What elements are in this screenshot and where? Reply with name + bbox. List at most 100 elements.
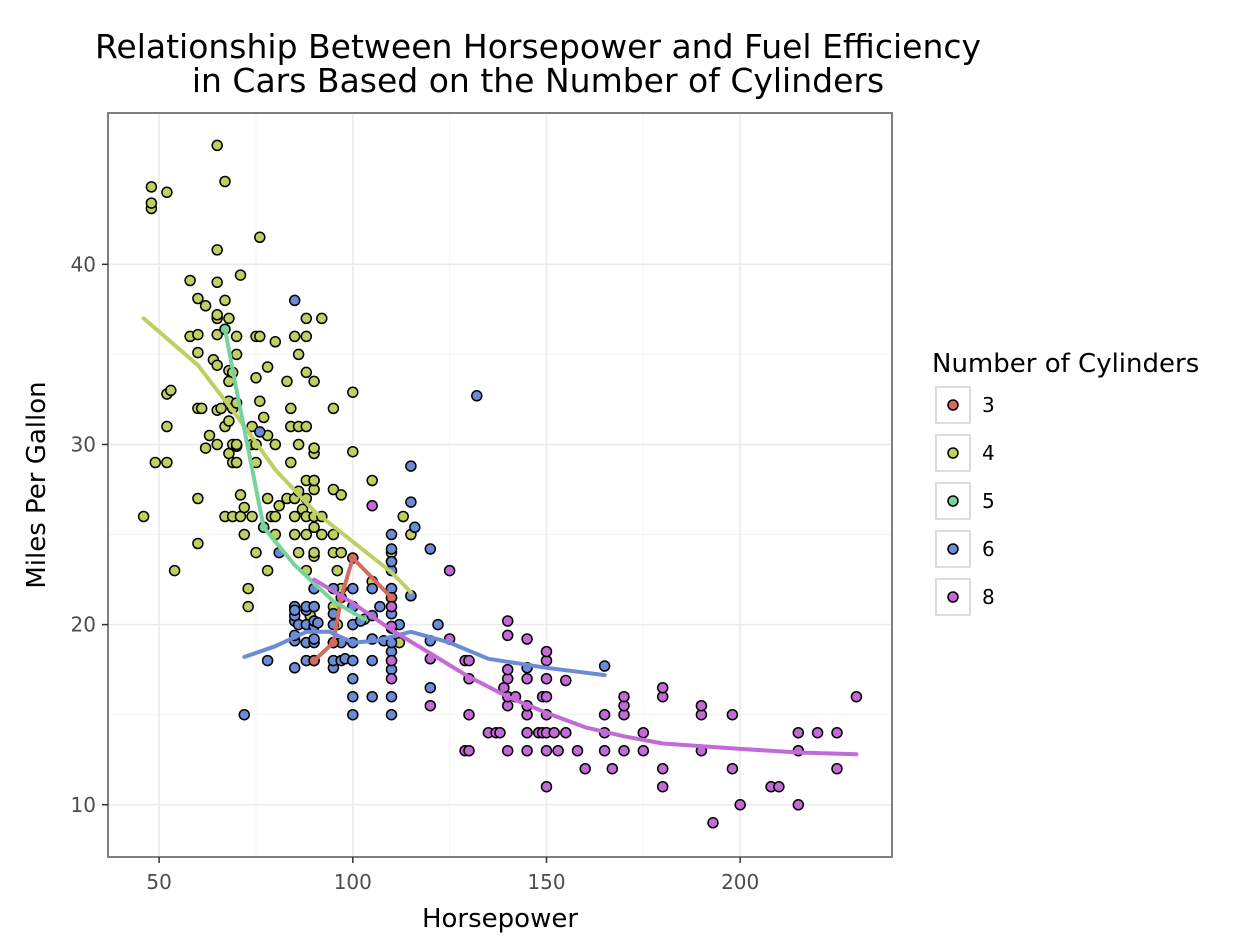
legend-label: 4	[982, 441, 995, 465]
data-point-cyl-8	[521, 726, 533, 739]
legend-item-cyl-8: 8	[935, 578, 995, 616]
data-point-cyl-8	[656, 762, 669, 775]
data-point-cyl-4	[254, 395, 266, 407]
data-point-cyl-4	[230, 348, 243, 361]
data-point-cyl-8	[792, 799, 805, 811]
data-point-cyl-6	[385, 555, 398, 568]
data-point-cyl-8	[552, 744, 564, 757]
data-point-cyl-4	[168, 564, 181, 577]
data-point-cyl-6	[347, 708, 359, 721]
data-point-cyl-4	[137, 510, 150, 523]
data-point-cyl-4	[300, 528, 313, 541]
panel-border	[107, 112, 893, 858]
data-point-cyl-4	[254, 231, 266, 244]
legend-item-cyl-6: 6	[935, 530, 995, 568]
data-point-cyl-4	[308, 546, 320, 559]
data-point-cyl-4	[161, 420, 173, 433]
trend-line-cyl-6	[242, 629, 607, 678]
smooth-layer	[141, 316, 859, 757]
data-point-cyl-4	[347, 386, 359, 398]
legend-items: 3 4 5 6 8	[935, 386, 995, 616]
data-point-cyl-4	[292, 438, 305, 451]
data-point-cyl-4	[327, 402, 340, 415]
data-point-cyl-4	[327, 528, 340, 541]
data-point-cyl-4	[145, 181, 158, 193]
data-point-cyl-4	[230, 330, 243, 343]
data-point-cyl-4	[308, 474, 320, 487]
legend-key-point	[947, 495, 959, 507]
data-point-cyl-8	[656, 780, 669, 793]
data-point-cyl-4	[192, 292, 204, 305]
points-layer	[137, 139, 863, 829]
data-point-cyl-4	[250, 546, 262, 559]
data-point-cyl-6	[308, 600, 320, 613]
data-point-cyl-6	[424, 681, 437, 694]
data-point-cyl-4	[300, 366, 313, 379]
data-point-cyl-6	[366, 582, 378, 595]
legend-key-point	[947, 543, 959, 555]
data-point-cyl-4	[261, 492, 274, 505]
data-point-cyl-4	[199, 442, 212, 454]
legend-item-cyl-3: 3	[935, 386, 995, 424]
data-point-cyl-8	[463, 654, 475, 667]
data-point-cyl-4	[261, 361, 274, 373]
x-tick-label: 150	[527, 870, 565, 894]
data-point-cyl-8	[424, 699, 437, 712]
data-point-cyl-4	[211, 359, 223, 371]
data-point-cyl-4	[250, 372, 262, 384]
data-point-cyl-8	[443, 564, 456, 577]
data-point-cyl-4	[335, 546, 347, 559]
legend-key-box	[935, 386, 971, 424]
y-tick-label: 30	[71, 432, 96, 456]
data-point-cyl-4	[149, 456, 162, 469]
data-point-cyl-4	[238, 528, 251, 541]
data-point-cyl-4	[327, 483, 340, 496]
data-point-cyl-6	[405, 496, 417, 508]
y-tick-label: 10	[71, 793, 96, 817]
data-point-cyl-8	[501, 744, 514, 757]
data-point-cyl-8	[548, 726, 560, 739]
x-tick-label: 100	[334, 870, 372, 894]
data-point-cyl-4	[230, 456, 243, 469]
data-point-cyl-8	[579, 762, 591, 775]
data-point-cyl-4	[219, 175, 231, 188]
data-point-cyl-8	[385, 654, 398, 667]
data-point-cyl-6	[409, 521, 421, 534]
data-point-cyl-8	[726, 708, 739, 721]
data-point-cyl-8	[618, 690, 630, 703]
data-point-cyl-4	[203, 429, 216, 442]
data-point-cyl-8	[521, 672, 533, 685]
legend-item-cyl-4: 4	[935, 434, 995, 472]
data-point-cyl-6	[238, 708, 251, 721]
x-tick-label: 50	[146, 870, 171, 894]
data-point-cyl-8	[540, 780, 553, 793]
data-point-cyl-8	[831, 762, 843, 775]
title-line-1: Relationship Between Horsepower and Fuel…	[95, 27, 981, 66]
legend-label: 8	[982, 585, 995, 609]
data-point-cyl-6	[347, 582, 359, 595]
data-point-cyl-8	[831, 726, 843, 739]
data-point-cyl-8	[540, 744, 553, 757]
trend-line-cyl-5	[223, 327, 367, 622]
data-point-cyl-8	[560, 726, 572, 739]
data-point-cyl-8	[637, 744, 650, 757]
data-point-cyl-6	[347, 690, 359, 703]
data-point-cyl-4	[254, 330, 266, 343]
x-axis: 50 100 150 200	[146, 857, 759, 894]
data-point-cyl-8	[598, 708, 611, 721]
data-point-cyl-4	[145, 197, 158, 209]
legend-label: 3	[982, 393, 995, 417]
data-point-cyl-6	[261, 654, 274, 667]
data-point-cyl-4	[192, 346, 204, 359]
data-point-cyl-8	[385, 600, 398, 613]
data-point-cyl-4	[223, 415, 235, 427]
data-point-cyl-4	[285, 456, 297, 469]
legend-key-point	[947, 591, 959, 603]
data-point-cyl-8	[540, 645, 553, 658]
data-point-cyl-4	[288, 330, 301, 343]
data-point-cyl-4	[161, 456, 173, 469]
data-point-cyl-4	[292, 348, 305, 361]
data-point-cyl-4	[261, 564, 274, 577]
data-point-cyl-4	[165, 384, 177, 397]
data-point-cyl-4	[335, 489, 347, 501]
